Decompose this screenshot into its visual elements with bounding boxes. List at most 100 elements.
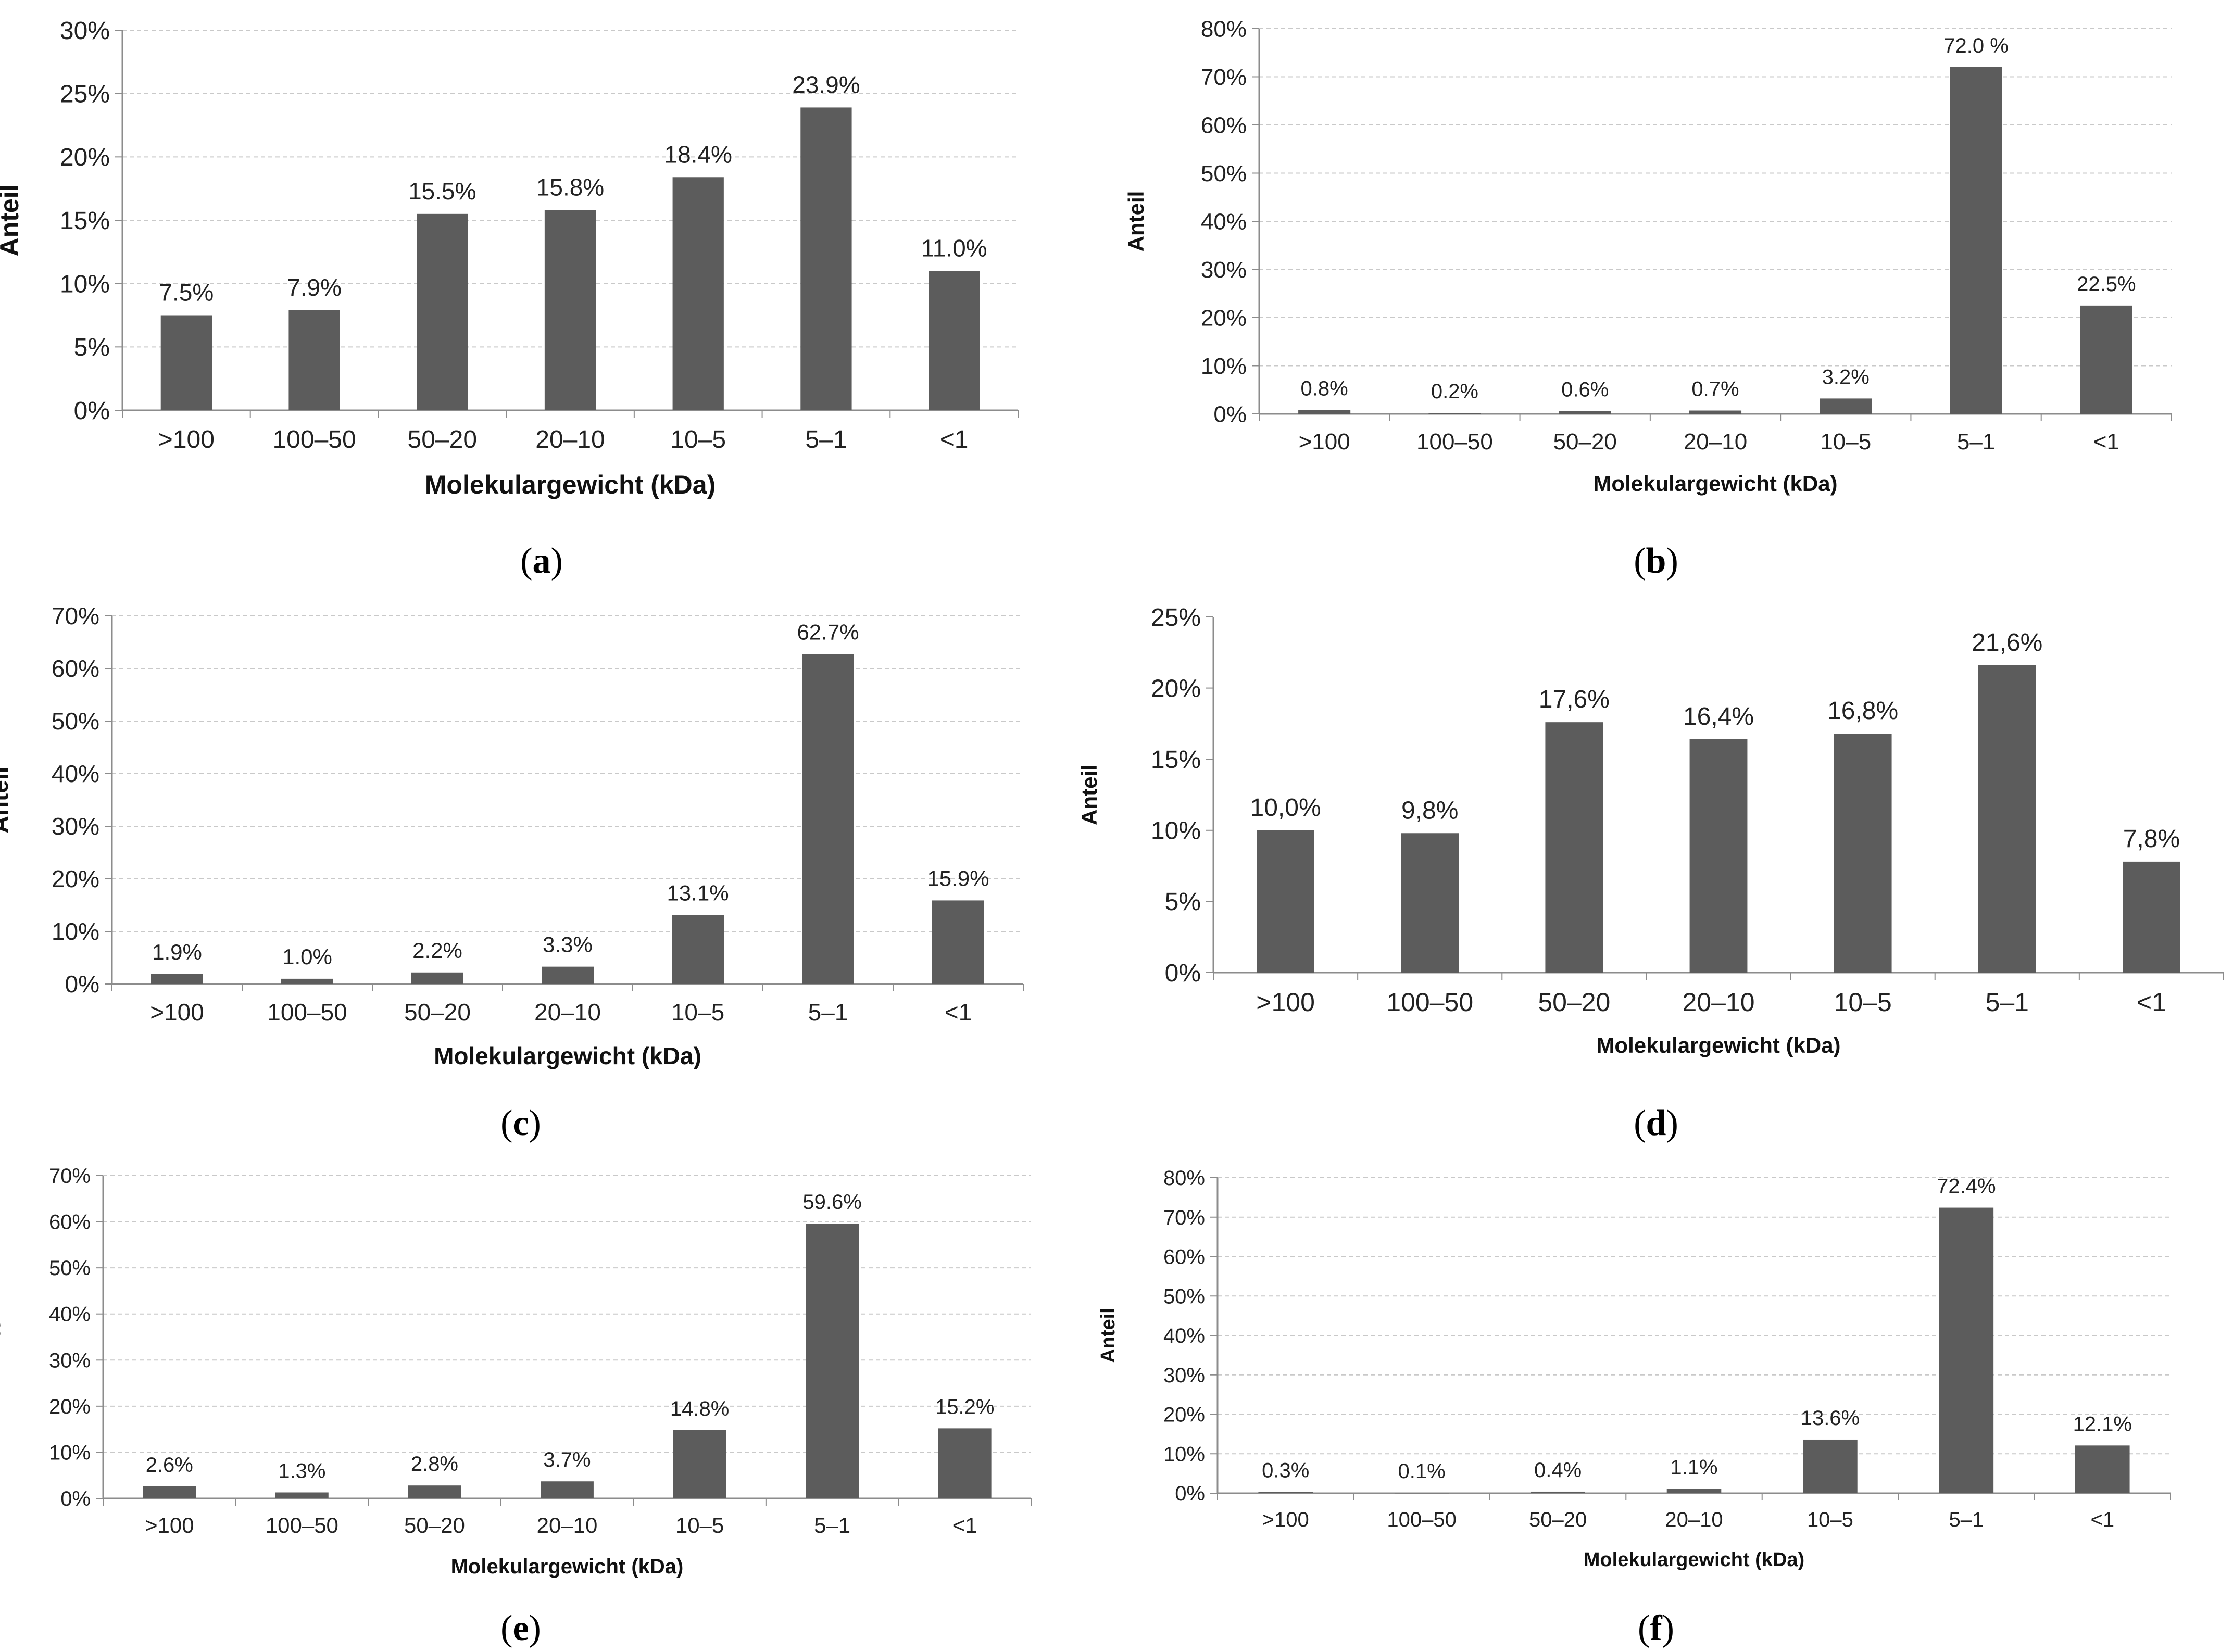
- chart-panel-f: 0% 10% 20% 30% 40% 50% 60% 70% 80% 0.3% >100 0.1% 10…: [1097, 1167, 2171, 1648]
- x-axis-title: Molekulargewicht (kDa): [1584, 1549, 1804, 1571]
- bar-100–50: [288, 310, 340, 410]
- data-label: 1.1%: [1670, 1456, 1717, 1479]
- x-tick-label: 20–10: [1665, 1508, 1723, 1531]
- x-tick-label: 50–20: [1529, 1508, 1587, 1531]
- bar-<1: [932, 900, 984, 984]
- x-tick-label: <1: [2093, 429, 2119, 455]
- data-label: 0.2%: [1431, 380, 1478, 403]
- panel-caption: (b): [1634, 541, 1678, 581]
- y-tick-label: 60%: [1201, 112, 1247, 138]
- bar-5–1: [806, 1224, 859, 1498]
- y-tick-label: 10%: [60, 270, 110, 298]
- x-tick-label: 20–10: [534, 999, 601, 1026]
- chart-panel-c: 0% 10% 20% 30% 40% 50% 60% 70% 1.9% >100 1.0% 100–5…: [0, 602, 1024, 1143]
- y-tick-label: 0%: [1175, 1482, 1205, 1505]
- data-label: 1.0%: [282, 944, 332, 969]
- y-tick-label: 20%: [1151, 675, 1201, 702]
- y-axis-title: Anteil: [0, 184, 24, 257]
- data-label: 0.7%: [1691, 378, 1739, 401]
- data-label: 7.5%: [159, 279, 214, 306]
- x-tick-label: 10–5: [1807, 1508, 1853, 1531]
- x-tick-label: 20–10: [1684, 429, 1747, 455]
- data-label: 59.6%: [802, 1191, 861, 1214]
- caption-open-paren: (: [500, 1608, 512, 1648]
- bar->100: [151, 974, 203, 984]
- x-axis-title: Molekulargewicht (kDa): [451, 1555, 684, 1578]
- y-axis-title: Anteil: [1124, 191, 1148, 252]
- caption-open-paren: (: [500, 1103, 512, 1143]
- data-label: 15.5%: [408, 178, 476, 205]
- y-tick-label: 40%: [1163, 1325, 1205, 1347]
- data-label: 23.9%: [792, 71, 860, 98]
- x-tick-label: 50–20: [404, 999, 471, 1026]
- data-label: 3.3%: [543, 932, 593, 957]
- y-tick-label: 10%: [1201, 354, 1247, 379]
- x-tick-label: <1: [2137, 988, 2166, 1017]
- x-tick-label: >100: [1262, 1508, 1309, 1531]
- data-label: 21,6%: [1972, 629, 2042, 657]
- x-tick-label: <1: [945, 999, 972, 1026]
- y-tick-label: 60%: [1163, 1246, 1205, 1269]
- bar-50–20: [408, 1485, 461, 1498]
- bar-10–5: [1803, 1439, 1858, 1493]
- x-tick-label: 5–1: [805, 426, 847, 453]
- caption-letter: a: [533, 541, 551, 581]
- panel-caption: (c): [500, 1103, 541, 1143]
- caption-close-paren: ): [529, 1608, 541, 1648]
- data-label: 16,4%: [1683, 703, 1754, 730]
- data-label: 72.4%: [1937, 1175, 1996, 1198]
- x-tick-label: >100: [145, 1513, 194, 1537]
- y-tick-label: 80%: [1201, 16, 1247, 42]
- caption-letter: c: [512, 1103, 529, 1143]
- y-tick-label: 20%: [49, 1395, 91, 1418]
- data-label: 15.8%: [536, 174, 604, 201]
- bar-50–20: [1559, 411, 1611, 414]
- x-tick-label: 50–20: [1538, 988, 1610, 1017]
- y-tick-label: 80%: [1163, 1167, 1205, 1190]
- data-label: 0.4%: [1534, 1459, 1582, 1482]
- bar-10–5: [1820, 398, 1872, 414]
- caption-open-paren: (: [520, 541, 532, 581]
- bar-20–10: [1666, 1489, 1722, 1493]
- bar-<1: [2075, 1445, 2130, 1493]
- caption-letter: d: [1646, 1103, 1666, 1143]
- x-tick-label: 10–5: [675, 1513, 724, 1537]
- data-label: 16,8%: [1827, 697, 1898, 725]
- bar-100–50: [281, 978, 333, 984]
- caption-close-paren: ): [1666, 1103, 1678, 1143]
- data-label: 7.9%: [287, 274, 342, 301]
- bar-5–1: [1939, 1207, 1994, 1493]
- x-tick-label: 5–1: [1957, 429, 1995, 455]
- caption-open-paren: (: [1634, 1103, 1646, 1143]
- data-label: 12.1%: [2073, 1413, 2132, 1435]
- bar-10–5: [672, 915, 724, 984]
- chart-panel-a: 0% 5% 10% 15% 20% 25% 30% 7.5% >100 7.9% 100–50 15.…: [0, 17, 1019, 581]
- x-tick-label: 10–5: [670, 426, 726, 453]
- y-tick-label: 60%: [49, 1211, 91, 1234]
- x-tick-label: <1: [940, 426, 969, 453]
- data-label: 2.8%: [411, 1453, 458, 1476]
- data-label: 9,8%: [1401, 797, 1458, 824]
- bar-5–1: [1950, 67, 2002, 414]
- bar->100: [1257, 830, 1314, 973]
- y-tick-label: 5%: [74, 334, 110, 361]
- y-tick-label: 60%: [52, 655, 99, 682]
- y-tick-label: 10%: [49, 1441, 91, 1464]
- bar-<1: [938, 1428, 992, 1498]
- data-label: 3.2%: [1822, 365, 1870, 388]
- bar-20–10: [544, 210, 596, 410]
- bar-50–20: [1531, 1491, 1585, 1493]
- x-tick-label: 10–5: [671, 999, 724, 1026]
- y-tick-label: 30%: [52, 813, 99, 840]
- x-tick-label: 20–10: [1682, 988, 1754, 1017]
- y-tick-label: 70%: [52, 602, 99, 629]
- bar-100–50: [275, 1492, 329, 1498]
- bar->100: [143, 1486, 196, 1498]
- y-tick-label: 10%: [1163, 1443, 1205, 1466]
- y-tick-label: 15%: [1151, 746, 1201, 774]
- x-tick-label: 10–5: [1820, 429, 1871, 455]
- x-tick-label: 50–20: [1553, 429, 1617, 455]
- bar-5–1: [800, 107, 852, 410]
- bar-20–10: [541, 1481, 594, 1498]
- y-tick-label: 50%: [1201, 161, 1247, 186]
